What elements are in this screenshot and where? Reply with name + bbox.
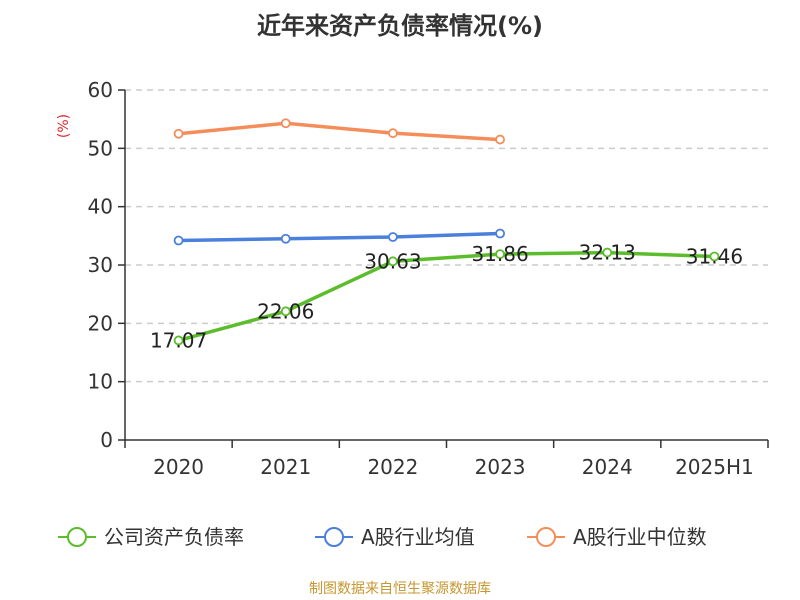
series-line [178, 250, 715, 343]
data-point[interactable] [173, 235, 184, 246]
legend-marker [324, 527, 344, 547]
data-label: 30.63 [364, 249, 421, 273]
data-point[interactable] [602, 247, 613, 258]
data-point[interactable] [709, 251, 720, 262]
data-label: 31.86 [471, 242, 528, 266]
y-tick-label: 0 [100, 428, 113, 452]
data-label: 32.13 [579, 241, 636, 265]
legend-label: A股行业中位数 [573, 525, 707, 549]
legend: 公司资产负债率 A股行业均值 A股行业中位数 [58, 525, 707, 549]
data-label: 31.46 [686, 244, 743, 268]
x-tick-label: 2025H1 [675, 455, 754, 479]
x-tick-label: 2022 [367, 455, 418, 479]
data-point[interactable] [173, 128, 184, 139]
legend-marker [67, 527, 87, 547]
grid-lines [125, 89, 768, 383]
data-point[interactable] [495, 228, 505, 239]
data-label: 22.06 [257, 299, 314, 323]
x-tick-label: 2020 [153, 455, 204, 479]
legend-item[interactable]: A股行业均值 [315, 525, 475, 549]
legend-item[interactable]: A股行业中位数 [527, 525, 707, 549]
legend-label: 公司资产负债率 [104, 525, 244, 549]
y-tick-label: 20 [88, 311, 113, 335]
y-tick-label: 60 [88, 78, 113, 102]
x-tick-label: 2021 [260, 455, 311, 479]
data-point[interactable] [388, 256, 398, 267]
x-tick-label: 2023 [475, 455, 526, 479]
legend-item[interactable]: 公司资产负债率 [58, 525, 244, 549]
data-point[interactable] [280, 118, 291, 129]
y-axis-label: (%) [56, 114, 72, 138]
y-tick-label: 40 [88, 195, 113, 219]
data-point[interactable] [388, 128, 398, 139]
chart-title: 近年来资产负债率情况(%) [257, 12, 543, 40]
data-point[interactable] [173, 335, 184, 346]
data-point[interactable] [388, 232, 398, 242]
y-tick-label: 30 [88, 253, 113, 277]
series-group [173, 118, 720, 346]
legend-label: A股行业均值 [361, 525, 475, 549]
data-point[interactable] [495, 134, 505, 145]
legend-marker [536, 527, 556, 547]
y-tick-label: 50 [88, 136, 113, 160]
axes: 0 10 20 30 40 50 60 2020 2021 2022 2023 2024 2025H1 [88, 78, 769, 479]
data-point[interactable] [495, 249, 505, 260]
series-line [178, 121, 501, 142]
data-point[interactable] [280, 306, 291, 317]
source-note: 制图数据来自恒生聚源数据库 [309, 581, 491, 597]
y-tick-label: 10 [88, 370, 113, 394]
data-label: 17.07 [150, 328, 207, 352]
series-line [178, 231, 501, 243]
x-tick-label: 2024 [582, 455, 633, 479]
data-point[interactable] [280, 233, 291, 244]
data-labels: 17.07 22.06 30.63 31.86 32.13 31.46 [150, 241, 743, 353]
